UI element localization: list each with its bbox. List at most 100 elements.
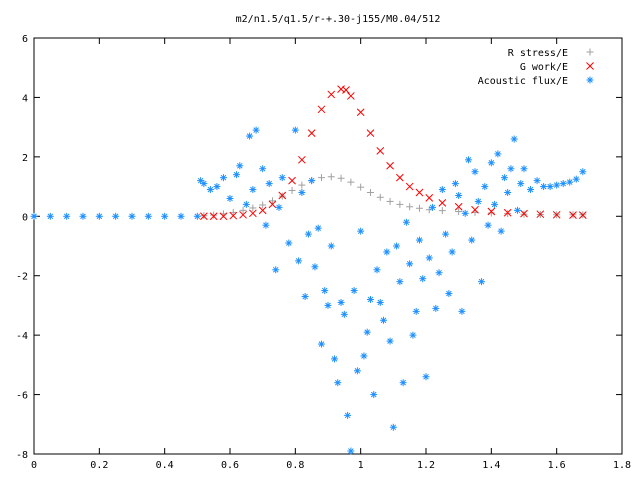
- data-point: [386, 161, 394, 170]
- y-tick-label: -4: [16, 331, 28, 342]
- data-point: [376, 298, 384, 306]
- data-point: [415, 204, 423, 212]
- x-tick-label: 0.6: [221, 460, 239, 471]
- data-point: [128, 212, 136, 220]
- y-tick-label: 2: [22, 153, 28, 164]
- data-point: [559, 180, 567, 188]
- data-point: [386, 337, 394, 345]
- data-point: [572, 175, 580, 183]
- data-point: [278, 191, 287, 200]
- data-point: [478, 278, 486, 286]
- data-marks: [30, 85, 587, 455]
- data-point: [409, 331, 417, 339]
- data-point: [373, 266, 381, 274]
- data-point: [455, 208, 463, 216]
- data-point: [405, 182, 414, 191]
- x-tick-label: 1: [358, 460, 364, 471]
- data-point: [370, 391, 378, 399]
- data-point: [491, 200, 499, 208]
- data-point: [268, 200, 277, 209]
- data-point: [432, 304, 440, 312]
- data-point: [278, 174, 286, 182]
- data-point: [347, 92, 355, 100]
- x-tick-label: 0.4: [156, 460, 174, 471]
- data-point: [30, 212, 38, 220]
- data-point: [340, 310, 348, 318]
- data-point: [578, 211, 587, 219]
- data-point: [337, 174, 345, 182]
- data-point: [314, 224, 322, 232]
- data-point: [95, 212, 103, 220]
- data-point: [438, 207, 446, 215]
- data-point: [229, 208, 237, 216]
- data-point: [429, 203, 437, 211]
- data-point: [311, 263, 319, 271]
- data-point: [213, 183, 221, 191]
- data-point: [249, 204, 257, 212]
- data-point: [265, 180, 273, 188]
- data-point: [497, 227, 505, 235]
- data-point: [552, 210, 561, 219]
- data-point: [406, 260, 414, 268]
- legend-marker: [586, 48, 594, 56]
- legend-marker: [586, 62, 594, 70]
- data-point: [304, 230, 312, 238]
- data-point: [445, 290, 453, 298]
- data-point: [259, 165, 267, 173]
- data-point: [461, 209, 469, 217]
- data-point: [291, 126, 299, 134]
- data-point: [389, 423, 397, 431]
- data-point: [579, 168, 587, 176]
- data-point: [566, 178, 574, 186]
- data-point: [520, 209, 528, 218]
- data-point: [386, 197, 394, 205]
- data-point: [422, 373, 430, 381]
- data-point: [200, 180, 208, 188]
- data-point: [246, 132, 254, 140]
- series-cross: [200, 85, 587, 221]
- x-tick-label: 1.2: [417, 460, 435, 471]
- data-point: [412, 307, 420, 315]
- data-point: [272, 266, 280, 274]
- data-point: [533, 177, 541, 185]
- data-point: [442, 230, 450, 238]
- x-tick-label: 1.6: [548, 460, 566, 471]
- data-point: [520, 165, 528, 173]
- data-point: [399, 379, 407, 387]
- data-point: [342, 86, 350, 94]
- data-point: [510, 135, 518, 143]
- data-point: [337, 298, 345, 306]
- data-point: [471, 205, 479, 214]
- legend: R stress/E G work/E Acoustic flux/E: [478, 48, 594, 87]
- x-tick-label: 0.8: [286, 460, 304, 471]
- chart-title: m2/n1.5/q1.5/r-+.30-j155/M0.04/512: [236, 14, 441, 25]
- data-point: [380, 316, 388, 324]
- data-point: [275, 203, 283, 211]
- data-point: [161, 212, 169, 220]
- data-point: [353, 367, 361, 375]
- data-point: [454, 202, 463, 211]
- data-point: [46, 212, 54, 220]
- data-point: [569, 211, 577, 219]
- data-point: [327, 173, 335, 181]
- data-point: [193, 212, 201, 220]
- data-point: [471, 168, 479, 176]
- data-point: [206, 186, 214, 194]
- data-point: [419, 275, 427, 283]
- data-point: [517, 180, 525, 188]
- data-point: [308, 177, 316, 185]
- data-point: [540, 183, 548, 191]
- data-point: [363, 328, 371, 336]
- data-point: [177, 212, 185, 220]
- data-point: [334, 379, 342, 387]
- plot-frame: [33, 37, 623, 455]
- data-point: [239, 206, 247, 214]
- data-point: [288, 176, 296, 185]
- data-point: [425, 194, 434, 202]
- data-point: [79, 212, 87, 220]
- data-point: [507, 165, 515, 173]
- data-point: [298, 189, 306, 197]
- data-point: [448, 248, 456, 256]
- data-point: [451, 180, 459, 188]
